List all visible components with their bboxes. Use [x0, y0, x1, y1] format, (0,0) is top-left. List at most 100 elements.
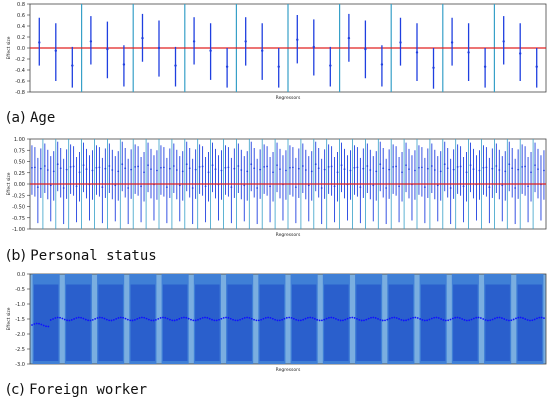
data-point [311, 317, 314, 319]
data-point [129, 319, 132, 322]
data-point [276, 319, 279, 322]
data-point [145, 317, 148, 320]
caption-age-label: (a) [6, 110, 26, 126]
data-point [199, 317, 202, 320]
data-point [106, 47, 109, 51]
data-point [40, 323, 43, 326]
data-point [157, 317, 160, 320]
data-point [34, 166, 36, 169]
data-point [174, 64, 177, 67]
caption-age-title: Age [29, 110, 56, 126]
data-point [515, 317, 517, 320]
data-point [489, 319, 492, 322]
data-point [206, 316, 209, 319]
data-point [69, 166, 72, 168]
data-point [250, 163, 253, 166]
data-point [256, 187, 259, 189]
data-point [440, 318, 443, 320]
interval-band [324, 284, 349, 361]
data-point [336, 171, 339, 174]
data-point [114, 184, 117, 187]
data-point [295, 318, 298, 321]
data-point [281, 318, 284, 321]
data-point [52, 170, 55, 173]
data-point [156, 169, 158, 172]
y-tick-label: -3.0 [15, 362, 25, 368]
data-point [215, 319, 218, 322]
data-point [301, 165, 304, 167]
data-point [367, 317, 370, 320]
data-point [253, 318, 256, 321]
data-point [137, 165, 140, 168]
y-tick-label: 0.6 [17, 13, 25, 19]
data-point [469, 164, 472, 166]
data-point [330, 316, 333, 319]
data-point [59, 167, 62, 170]
data-point [140, 316, 143, 319]
data-point [222, 316, 225, 319]
data-point [70, 319, 73, 321]
data-point [288, 316, 291, 319]
data-point [351, 316, 354, 319]
data-point [95, 166, 98, 169]
data-point [166, 317, 169, 320]
data-point [89, 319, 92, 322]
data-point [365, 318, 368, 321]
data-point [392, 166, 395, 168]
data-point [451, 317, 454, 320]
y-axis-label: Effect size [6, 307, 12, 330]
data-point [364, 47, 367, 51]
data-point [285, 316, 288, 319]
data-point [379, 318, 382, 321]
data-point [312, 45, 315, 49]
data-point [498, 169, 501, 171]
data-point [395, 165, 398, 168]
data-point [38, 322, 40, 325]
data-point [477, 316, 480, 319]
data-point [232, 318, 234, 321]
data-point [126, 318, 129, 321]
data-point [517, 168, 520, 171]
data-point [269, 185, 271, 188]
data-point [526, 319, 529, 321]
data-point [399, 41, 402, 44]
data-point [418, 166, 420, 169]
data-point [536, 317, 538, 320]
data-point [267, 316, 270, 319]
data-point [94, 318, 97, 320]
data-point [346, 317, 349, 320]
data-point [482, 166, 485, 169]
data-point [478, 169, 481, 172]
y-tick-label: -1.0 [15, 302, 25, 308]
data-point [98, 166, 101, 169]
data-point [428, 318, 431, 321]
data-point [39, 167, 42, 170]
data-point [519, 52, 522, 55]
data-point [56, 316, 59, 319]
data-point [337, 318, 340, 321]
data-point [393, 316, 396, 319]
data-point [508, 319, 510, 322]
data-point [82, 317, 85, 320]
data-point [491, 167, 494, 170]
data-point [408, 168, 410, 171]
data-point [75, 185, 78, 188]
data-point [374, 317, 377, 319]
data-point [214, 168, 217, 171]
data-point [227, 166, 230, 169]
data-point [472, 168, 475, 171]
data-point [433, 316, 436, 319]
data-point [450, 41, 454, 44]
data-point [358, 318, 361, 321]
data-point [230, 186, 233, 189]
data-point [296, 38, 299, 41]
data-point [127, 187, 130, 189]
data-point [317, 167, 320, 170]
data-point [531, 319, 534, 322]
y-axis-label: Effect size [6, 36, 12, 59]
data-point [309, 316, 312, 319]
data-point [386, 318, 389, 321]
data-point [285, 169, 287, 172]
data-point [377, 317, 379, 320]
data-point [119, 316, 122, 319]
